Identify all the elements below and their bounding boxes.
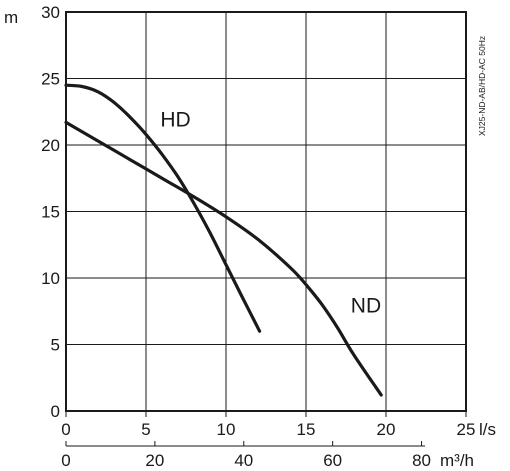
curve-nd: [64, 120, 383, 397]
x-tick-label-m3h: 0: [61, 451, 70, 470]
x-tick-label-m3h: 20: [145, 451, 164, 470]
y-tick-label: 5: [51, 336, 60, 355]
y-tick-label: 30: [41, 3, 60, 22]
x-axis-ls-unit: l/s: [479, 420, 496, 439]
curve-label-hd: HD: [160, 108, 190, 131]
x-tick-label-ls: 0: [61, 420, 70, 439]
y-axis-ticks: 0 5 10 15 20 25 30: [41, 3, 60, 421]
y-tick-label: 10: [41, 269, 60, 288]
model-note: XJ25-ND-AB/HD-AC 50Hz: [477, 36, 487, 136]
x-tick-label-ls: 15: [297, 420, 316, 439]
x-tick-label-ls: 10: [217, 420, 236, 439]
x-tick-label-m3h: 40: [234, 451, 253, 470]
grid: [65, 11, 467, 412]
x-tick-label-ls: 5: [141, 420, 150, 439]
x-axis-ls-ticks: 0 5 10 15 20 25: [61, 411, 475, 439]
plot-frame: [65, 11, 467, 412]
x-axis-m3h-unit: m³/h: [440, 451, 474, 470]
curves: HD ND: [64, 83, 383, 397]
y-tick-label: 15: [41, 203, 60, 222]
x-tick-label-m3h: 80: [412, 451, 431, 470]
y-axis-unit: m: [4, 8, 18, 27]
x-tick-label-m3h: 60: [323, 451, 342, 470]
curve-label-nd: ND: [351, 295, 381, 318]
x-tick-label-ls: 25: [457, 420, 476, 439]
y-tick-label: 20: [41, 136, 60, 155]
curve-hd: [64, 83, 262, 333]
y-tick-label: 0: [51, 402, 60, 421]
x-tick-label-ls: 20: [377, 420, 396, 439]
x-axis-m3h-ticks: 0 20 40 60 80: [61, 441, 431, 470]
y-tick-label: 25: [41, 70, 60, 89]
